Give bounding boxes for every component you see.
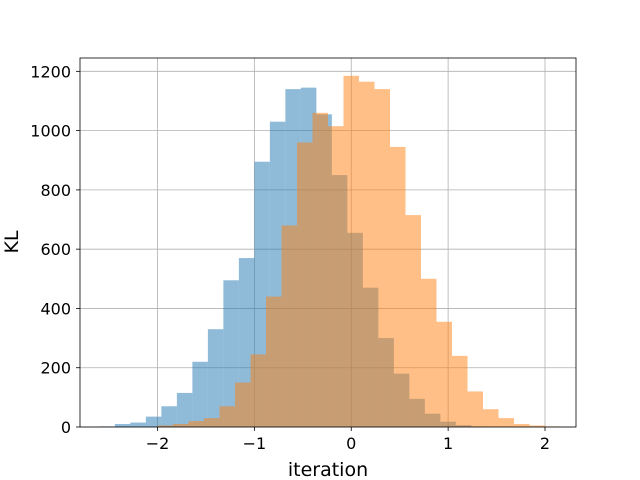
histogram-bars <box>99 75 561 428</box>
histogram-bar-series-2 <box>204 418 220 427</box>
x-axis-label: iteration <box>288 459 368 480</box>
histogram-bar-series-2 <box>235 382 251 427</box>
histogram-bar-series-2 <box>359 81 375 427</box>
histogram-bar-series-2 <box>219 406 235 427</box>
histogram-bar-series-1 <box>145 416 162 427</box>
histogram-bar-series-2 <box>266 296 282 427</box>
y-axis-ticks: 0 200 400 600 800 1000 1200 <box>30 62 80 437</box>
histogram-bar-series-1 <box>176 392 193 427</box>
x-tick-label: −1 <box>243 434 267 453</box>
y-tick-label: 1000 <box>30 122 71 141</box>
y-tick-label: 600 <box>40 240 71 259</box>
histogram-bar-series-2 <box>529 425 545 427</box>
histogram-bar-series-2 <box>328 126 344 428</box>
y-tick-label: 400 <box>40 299 71 318</box>
x-tick-label: 2 <box>540 434 550 453</box>
histogram-bar-series-2 <box>405 215 421 427</box>
histogram-bar-series-2 <box>390 146 406 428</box>
histogram-bar-series-2 <box>297 142 313 427</box>
histogram-bar-series-2 <box>421 278 437 427</box>
y-tick-label: 0 <box>61 418 71 437</box>
histogram-bar-series-2 <box>467 391 483 427</box>
y-tick-label: 800 <box>40 181 71 200</box>
histogram-bar-series-1 <box>192 361 208 427</box>
histogram-bar-series-2 <box>157 425 173 427</box>
histogram-bar-series-1 <box>114 424 131 427</box>
x-tick-label: 0 <box>346 434 356 453</box>
histogram-bar-series-2 <box>312 112 328 427</box>
x-axis-ticks: −2 −1 0 1 2 <box>146 427 550 453</box>
histogram-bar-series-2 <box>173 424 189 427</box>
histogram-bar-series-2 <box>514 424 530 427</box>
histogram-bar-series-2 <box>281 225 297 427</box>
histogram-bar-series-2 <box>188 421 204 427</box>
x-tick-label: 1 <box>443 434 453 453</box>
histogram-bar-series-1 <box>161 406 177 427</box>
histogram-bar-series-2 <box>436 321 452 427</box>
histogram-bar-series-2 <box>483 409 499 427</box>
y-tick-label: 200 <box>40 359 71 378</box>
y-axis-label: KL <box>1 230 23 253</box>
histogram-bar-series-2 <box>250 354 266 427</box>
x-tick-label: −2 <box>146 434 170 453</box>
histogram-bar-series-2 <box>343 75 359 427</box>
y-tick-label: 1200 <box>30 62 71 81</box>
histogram-bar-series-1 <box>130 422 146 427</box>
histogram-bar-series-2 <box>374 89 390 427</box>
plot-frame <box>79 57 577 428</box>
histogram-bar-series-2 <box>452 355 468 427</box>
histogram-bar-series-2 <box>498 418 514 427</box>
histogram-bar-series-1 <box>207 329 224 427</box>
